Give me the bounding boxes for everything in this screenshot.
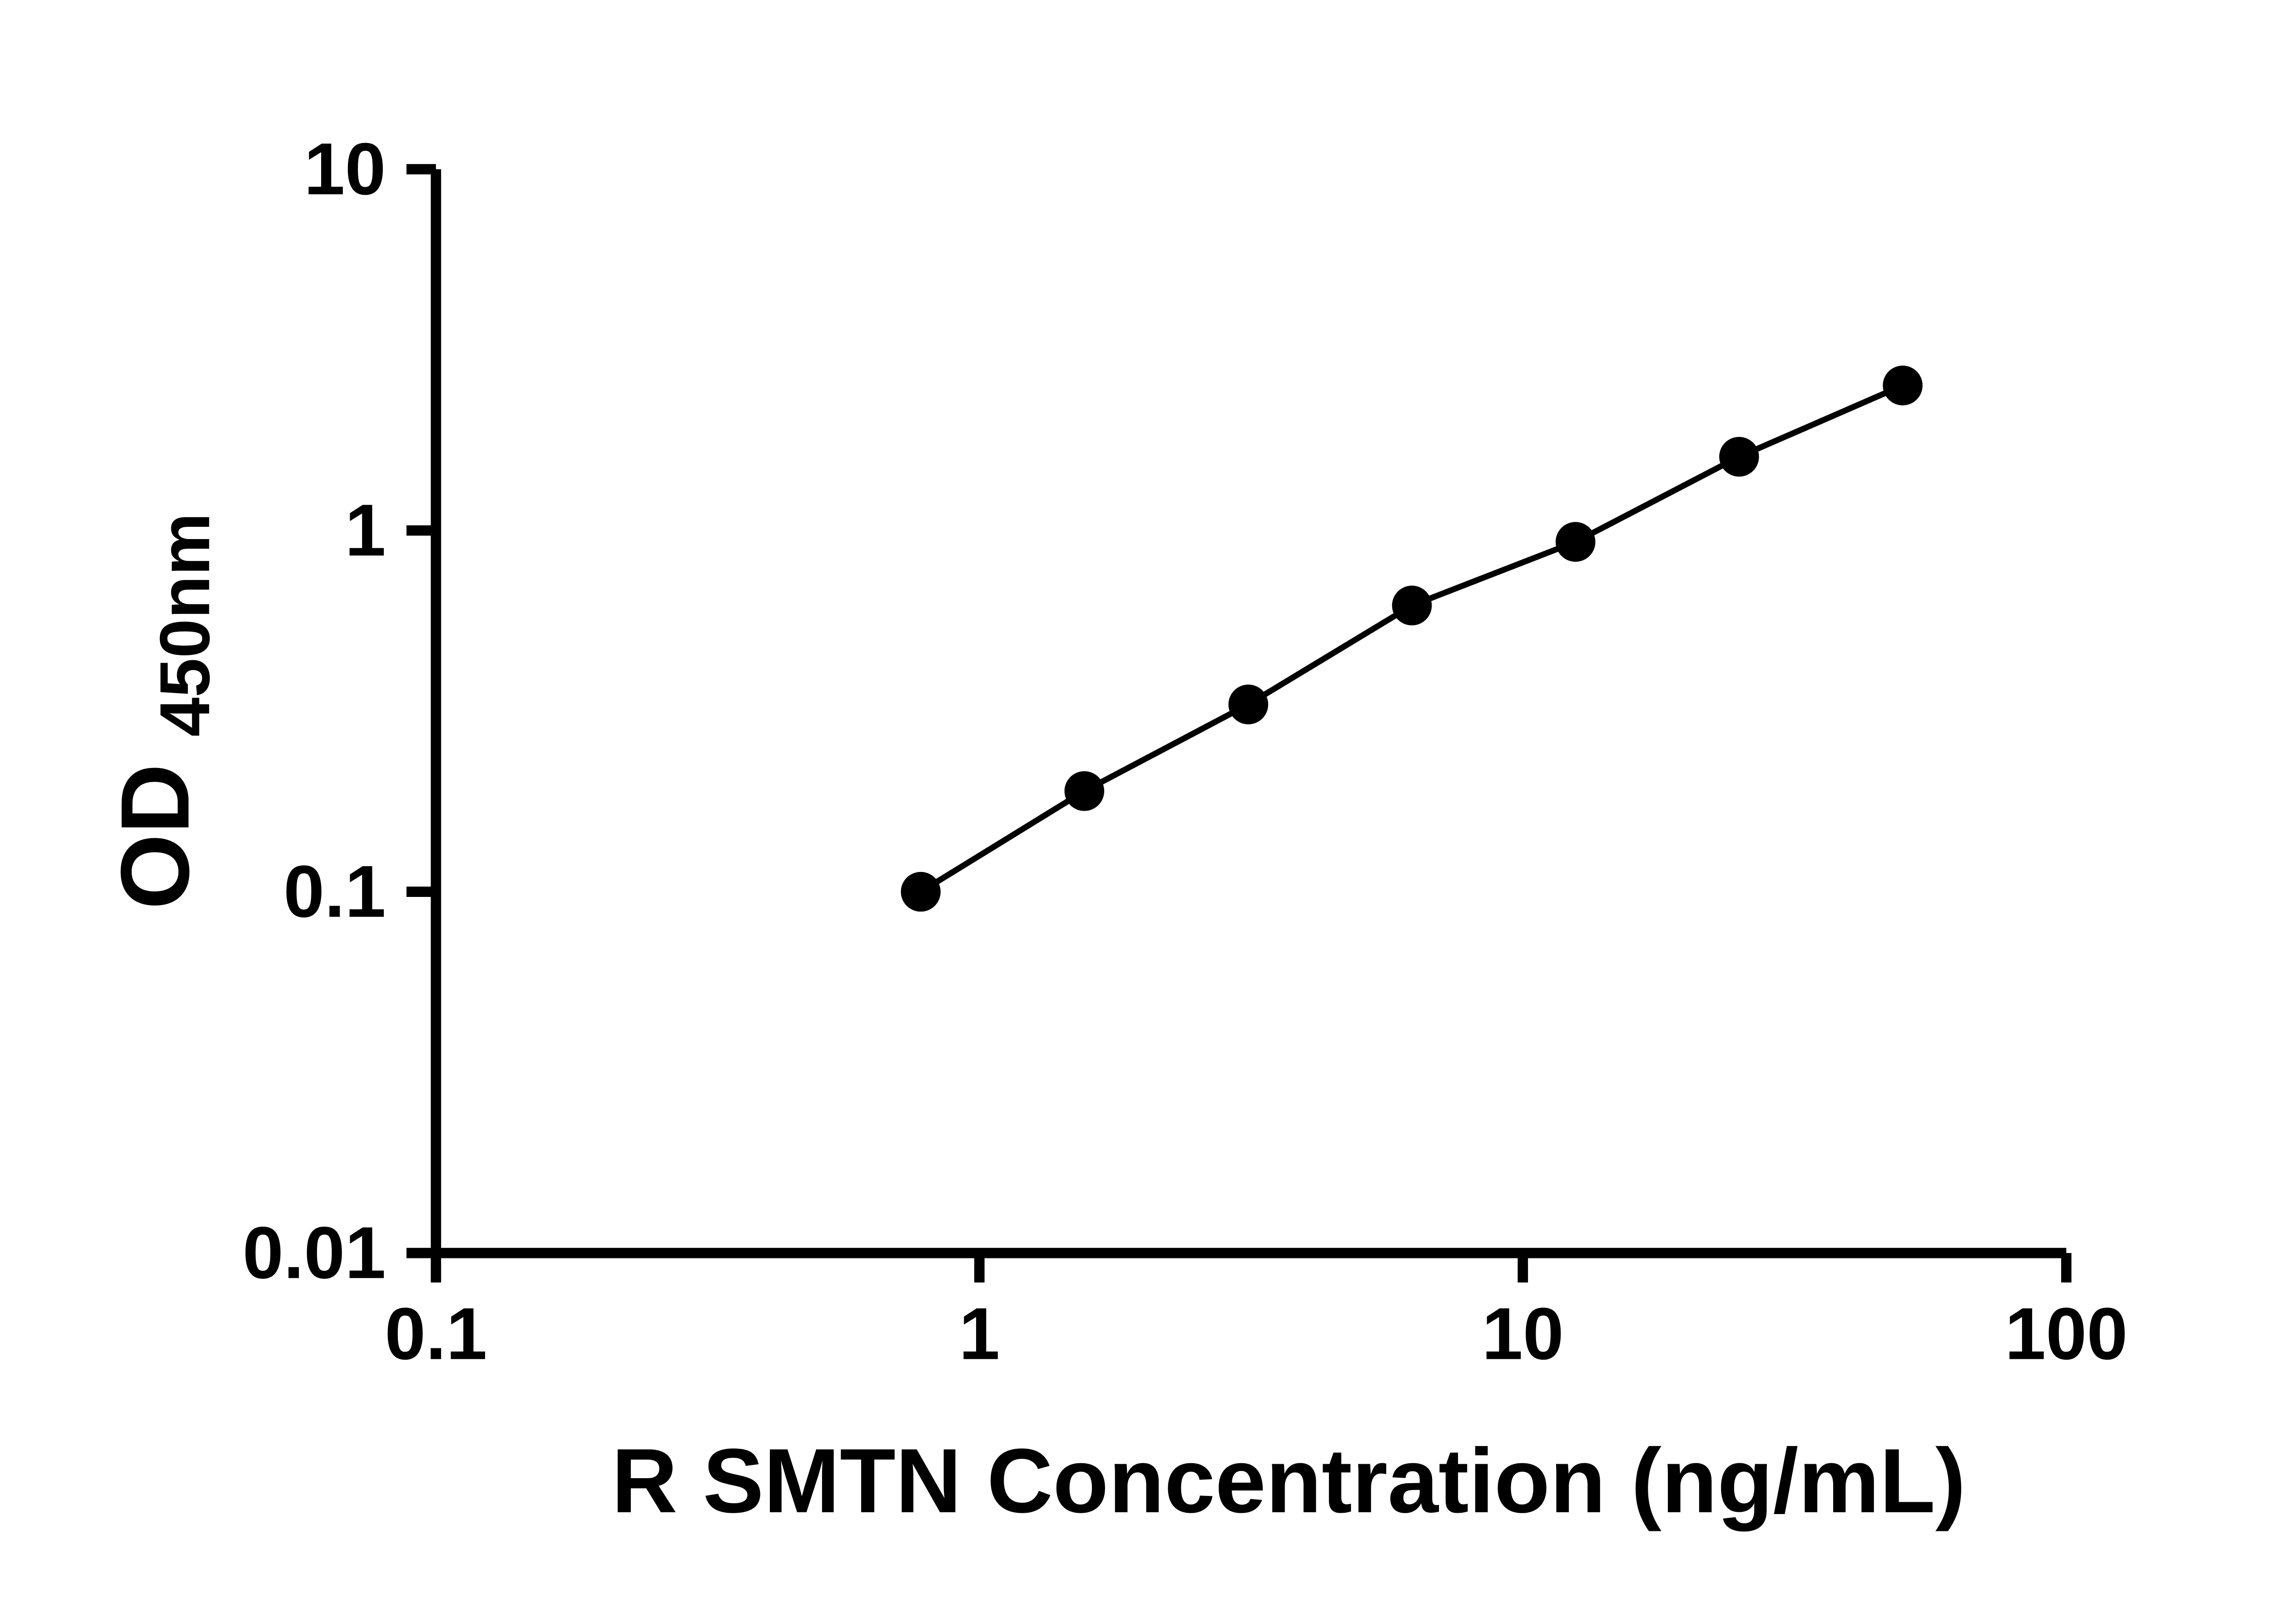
y-tick-label: 0.1 xyxy=(283,851,386,933)
y-axis-label-subscript: 450nm xyxy=(145,513,224,737)
data-point-marker xyxy=(1392,585,1432,626)
x-axis-label: R SMTN Concentration (ng/mL) xyxy=(611,1430,1965,1532)
x-tick-label: 10 xyxy=(1482,1293,1564,1375)
data-point-marker xyxy=(1555,522,1596,562)
x-tick-label: 0.1 xyxy=(385,1293,487,1375)
y-axis-label: OD 450nm xyxy=(101,513,224,910)
x-tick-label: 1 xyxy=(959,1293,1000,1375)
y-tick-label: 0.01 xyxy=(243,1212,386,1294)
axes xyxy=(431,169,2067,1258)
y-tick-label: 1 xyxy=(345,489,386,571)
y-axis-label-main: OD xyxy=(101,764,209,910)
data-point-marker xyxy=(1228,684,1269,724)
x-tick-label: 100 xyxy=(2005,1293,2127,1375)
data-point-marker xyxy=(1064,771,1105,811)
data-point-marker xyxy=(1719,436,1759,477)
y-tick-label: 10 xyxy=(304,128,386,210)
data-series xyxy=(901,366,1923,912)
x-tick-labels: 0.1 1 10 100 xyxy=(385,1293,2127,1375)
data-point-marker xyxy=(1883,366,1923,406)
data-point-marker xyxy=(901,871,941,912)
tick-marks xyxy=(406,164,2072,1282)
y-tick-labels: 0.01 0.1 1 10 xyxy=(243,128,386,1294)
